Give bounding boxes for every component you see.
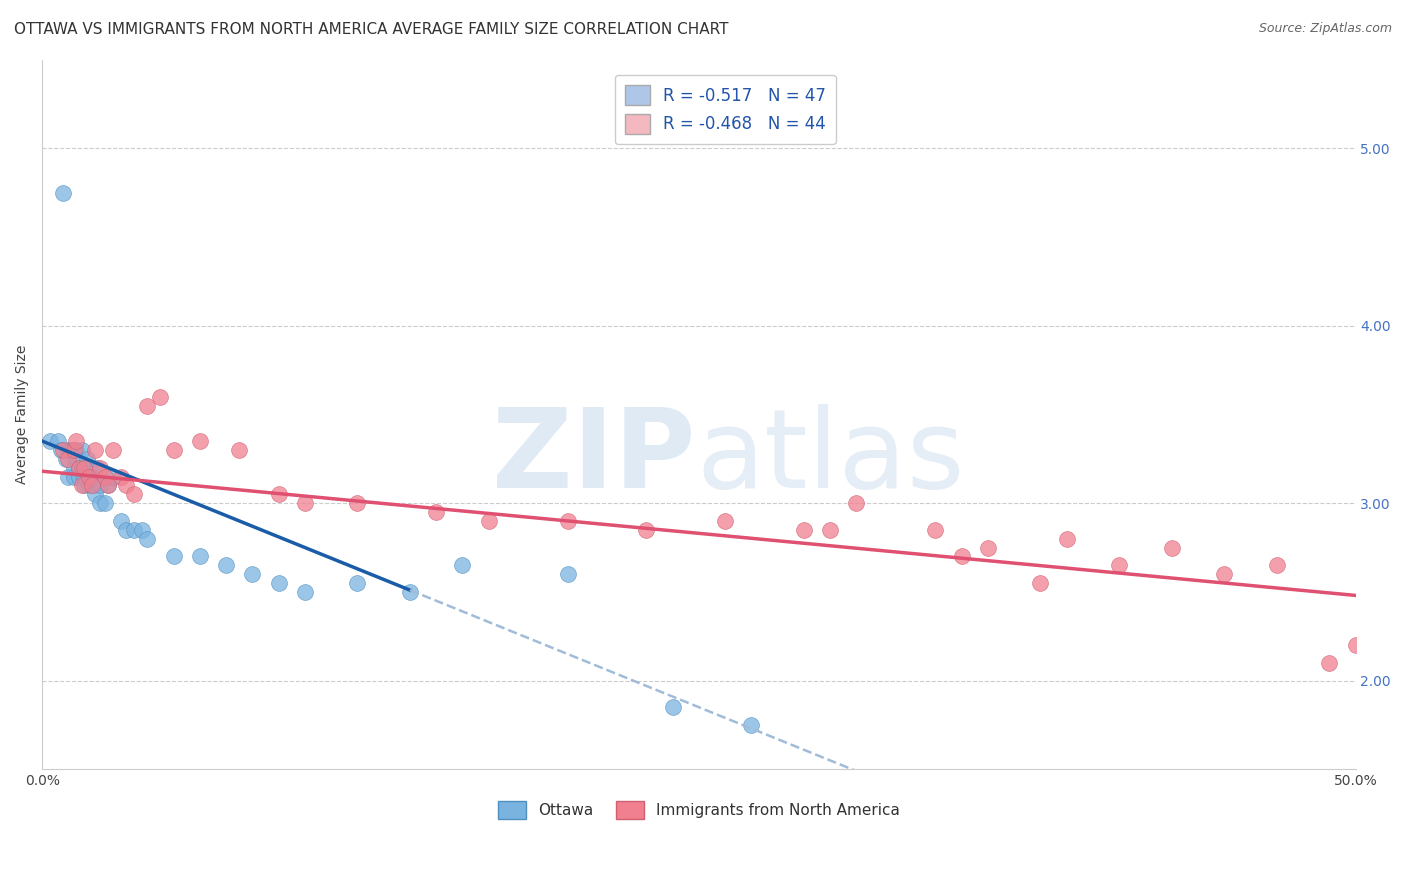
Point (818, 523, 841, 537)
Point (1213, 567, 1236, 582)
Point (94, 496, 117, 510)
Point (49, 442, 72, 457)
Point (79, 469, 101, 483)
Point (46, 434, 69, 448)
Point (950, 549, 973, 564)
Point (52, 186, 75, 200)
Point (122, 523, 145, 537)
Point (101, 469, 124, 483)
Point (215, 558, 238, 573)
Point (83, 442, 105, 457)
Point (557, 514, 579, 528)
Point (67, 460, 90, 475)
Point (228, 442, 250, 457)
Point (89, 478, 111, 492)
Point (1029, 576, 1052, 591)
Point (82, 478, 104, 492)
Point (136, 399, 159, 413)
Point (62, 442, 84, 457)
Point (793, 523, 815, 537)
Point (67, 469, 90, 483)
Point (115, 478, 138, 492)
Point (58, 451, 80, 466)
Point (425, 505, 447, 519)
Point (94, 469, 117, 483)
Y-axis label: Average Family Size: Average Family Size (15, 345, 30, 484)
Point (70, 478, 93, 492)
Point (73, 478, 96, 492)
Point (65, 451, 87, 466)
Point (661, 700, 683, 714)
Point (76, 451, 98, 466)
Point (70, 442, 93, 457)
Point (52, 442, 75, 457)
Point (714, 514, 737, 528)
Point (1108, 558, 1130, 573)
Point (845, 496, 868, 510)
Point (136, 532, 159, 546)
Point (62, 460, 84, 475)
Point (39, 434, 62, 448)
Point (346, 496, 368, 510)
Point (924, 523, 946, 537)
Point (740, 718, 762, 732)
Point (557, 567, 579, 582)
Point (115, 523, 138, 537)
Text: Source: ZipAtlas.com: Source: ZipAtlas.com (1258, 22, 1392, 36)
Point (636, 523, 658, 537)
Point (451, 558, 474, 573)
Legend: Ottawa, Immigrants from North America: Ottawa, Immigrants from North America (492, 795, 905, 825)
Point (122, 487, 145, 501)
Point (83, 478, 105, 492)
Point (97, 478, 120, 492)
Text: atlas: atlas (696, 403, 965, 510)
Point (79, 460, 101, 475)
Point (110, 469, 132, 483)
Point (478, 514, 501, 528)
Point (67, 460, 90, 475)
Point (346, 576, 368, 591)
Point (188, 434, 211, 448)
Point (149, 390, 172, 404)
Point (89, 496, 111, 510)
Point (294, 496, 316, 510)
Point (89, 460, 111, 475)
Point (82, 469, 104, 483)
Point (1265, 558, 1288, 573)
Text: ZIP: ZIP (492, 403, 696, 510)
Point (399, 585, 422, 599)
Point (267, 576, 290, 591)
Point (267, 487, 290, 501)
Point (240, 567, 263, 582)
Point (58, 442, 80, 457)
Point (73, 460, 96, 475)
Point (65, 434, 87, 448)
Point (83, 487, 105, 501)
Point (162, 442, 184, 457)
Point (62, 469, 84, 483)
Point (60, 442, 83, 457)
Point (97, 478, 120, 492)
Point (110, 514, 132, 528)
Point (73, 469, 96, 483)
Point (1160, 541, 1182, 555)
Point (977, 541, 1000, 555)
Point (1317, 656, 1340, 670)
Text: OTTAWA VS IMMIGRANTS FROM NORTH AMERICA AVERAGE FAMILY SIZE CORRELATION CHART: OTTAWA VS IMMIGRANTS FROM NORTH AMERICA … (14, 22, 728, 37)
Point (79, 478, 101, 492)
Point (58, 469, 80, 483)
Point (1056, 532, 1078, 546)
Point (86, 460, 108, 475)
Point (131, 523, 153, 537)
Point (162, 549, 184, 564)
Point (188, 549, 211, 564)
Point (70, 460, 93, 475)
Point (101, 442, 124, 457)
Point (1344, 638, 1367, 652)
Point (55, 451, 77, 466)
Point (294, 585, 316, 599)
Point (65, 442, 87, 457)
